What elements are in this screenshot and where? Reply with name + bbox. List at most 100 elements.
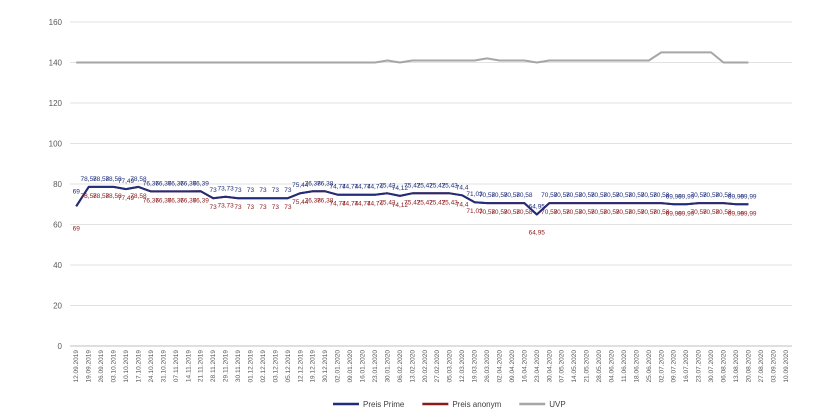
x-tick-label: 14.11.2019	[185, 350, 192, 382]
data-label-prime: 76,36	[155, 180, 172, 187]
data-label-prime: 75,42	[429, 182, 446, 189]
data-label-anonym: 74,4	[456, 201, 469, 208]
x-tick-label: 30.04.2020	[546, 350, 553, 383]
y-tick-label: 100	[49, 140, 63, 149]
x-tick-label: 26.03.2020	[484, 350, 491, 383]
data-label-prime: 74,12	[392, 185, 409, 192]
legend-label: Preis Prime	[363, 400, 405, 409]
data-label-prime: 70,58	[653, 192, 670, 199]
data-label-prime: 74,74	[354, 184, 371, 191]
x-tick-label: 14.05.2020	[571, 350, 578, 383]
legend-label: UVP	[549, 400, 565, 409]
x-tick-label: 23.01.2020	[372, 350, 379, 383]
data-label-prime: 76,38	[317, 180, 334, 187]
x-tick-label: 11.06.2020	[621, 350, 628, 382]
data-label-anonym: 76,36	[168, 197, 185, 204]
x-tick-label: 29.11.2019	[223, 350, 230, 382]
data-label-prime: 74,4	[456, 184, 469, 191]
data-label-anonym: 76,38	[317, 197, 334, 204]
data-label-prime: 76,38	[305, 180, 322, 187]
x-tick-label: 09.01.2020	[347, 350, 354, 383]
x-tick-label: 07.05.2020	[559, 350, 566, 383]
x-tick-label: 30.12.2019	[322, 350, 329, 383]
data-label-prime: 75,42	[379, 182, 396, 189]
data-label-anonym: 70,58	[641, 209, 658, 216]
data-label-anonym: 73	[259, 204, 267, 211]
data-label-prime: 70,58	[703, 192, 720, 199]
data-label-prime: 71,03	[466, 191, 483, 198]
x-tick-label: 17.10.2019	[135, 350, 142, 383]
x-tick-label: 03.09.2020	[770, 350, 777, 383]
data-label-anonym: 77,49	[118, 195, 135, 202]
data-label-anonym: 73,73	[217, 203, 234, 210]
data-label-anonym: 76,36	[180, 197, 197, 204]
axes: 0 20 40 60 80 100 120 140 160 12.09.2019 19.09.201…	[49, 18, 792, 383]
data-label-prime: 69,99	[666, 193, 683, 200]
series-line-uvp	[76, 51, 749, 64]
data-label-anonym: 69,99	[740, 210, 757, 217]
data-label-anonym: 75,42	[379, 199, 396, 206]
data-label-anonym: 69,99	[728, 210, 745, 217]
data-label-anonym: 70,58	[653, 209, 670, 216]
data-label-prime: 69,99	[678, 193, 695, 200]
x-tick-label: 23.07.2020	[696, 350, 703, 383]
x-tick-label: 09.07.2020	[671, 350, 678, 383]
data-label-prime: 75,43	[442, 182, 459, 189]
data-label-anonym: 76,36	[155, 197, 172, 204]
data-label-prime: 70,58	[591, 192, 608, 199]
data-label-prime: 77,49	[118, 178, 135, 185]
y-tick-label: 60	[53, 221, 62, 230]
gridlines	[70, 21, 792, 306]
x-tick-label: 12.03.2020	[459, 350, 466, 383]
data-label-anonym: 70,58	[603, 209, 620, 216]
series-line-preis-prime	[75, 185, 749, 216]
data-label-prime: 73,73	[217, 186, 234, 193]
x-tick-label: 30.01.2020	[384, 350, 391, 383]
x-tick-label: 30.07.2020	[708, 350, 715, 383]
data-label-prime: 70,58	[715, 192, 732, 199]
data-label-anonym: 75,43	[442, 199, 459, 206]
data-label-anonym: 75,42	[404, 199, 421, 206]
data-label-prime: 64,95	[529, 203, 546, 210]
x-tick-label: 06.08.2020	[721, 350, 728, 383]
x-tick-label: 28.11.2019	[210, 350, 217, 382]
x-tick-label: 05.12.2019	[285, 350, 292, 383]
data-label-prime: 70,58	[628, 192, 645, 199]
data-label-anonym: 75,44	[292, 199, 309, 206]
data-label-prime: 75,42	[404, 182, 421, 189]
x-tick-label: 23.04.2020	[534, 350, 541, 383]
data-label-anonym: 64,95	[529, 229, 546, 236]
x-tick-label: 16.01.2020	[360, 350, 367, 383]
x-tick-label: 09.04.2020	[509, 350, 516, 383]
y-tick-label: 0	[58, 342, 63, 351]
data-label-anonym: 71,03	[466, 208, 483, 215]
data-label-prime: 69,99	[740, 193, 757, 200]
data-label-anonym: 73	[284, 204, 292, 211]
x-tick-label: 26.09.2019	[98, 350, 105, 383]
legend-label: Preis anonym	[452, 400, 501, 409]
x-tick-label: 18.06.2020	[633, 350, 640, 383]
data-label-prime: 78,58	[105, 176, 122, 183]
x-tick-label: 05.03.2020	[447, 350, 454, 383]
data-label-anonym: 74,74	[367, 201, 384, 208]
x-tick-label: 30.11.2019	[235, 350, 242, 382]
data-label-anonym: 78,58	[93, 193, 110, 200]
y-tick-label: 40	[53, 261, 62, 270]
x-tick-label: 01.12.2019	[248, 350, 255, 383]
x-tick-label: 24.10.2019	[148, 350, 155, 383]
x-tick-label: 13.08.2020	[733, 350, 740, 383]
data-label-anonym: 70,58	[566, 209, 583, 216]
data-label-prime: 70,58	[516, 192, 533, 199]
data-label-prime: 73	[247, 187, 255, 194]
x-tick-label: 31.10.2019	[160, 350, 167, 383]
x-tick-label: 02.07.2020	[658, 350, 665, 383]
data-label-prime: 70,58	[641, 192, 658, 199]
data-label-prime: 69,99	[728, 193, 745, 200]
x-tick-label: 21.11.2019	[198, 350, 205, 382]
data-label-anonym: 73	[247, 204, 255, 211]
data-label-anonym: 70,58	[690, 209, 707, 216]
data-label-anonym: 70,58	[491, 209, 508, 216]
data-label-anonym: 74,74	[329, 201, 346, 208]
data-label-prime: 76,36	[143, 180, 160, 187]
